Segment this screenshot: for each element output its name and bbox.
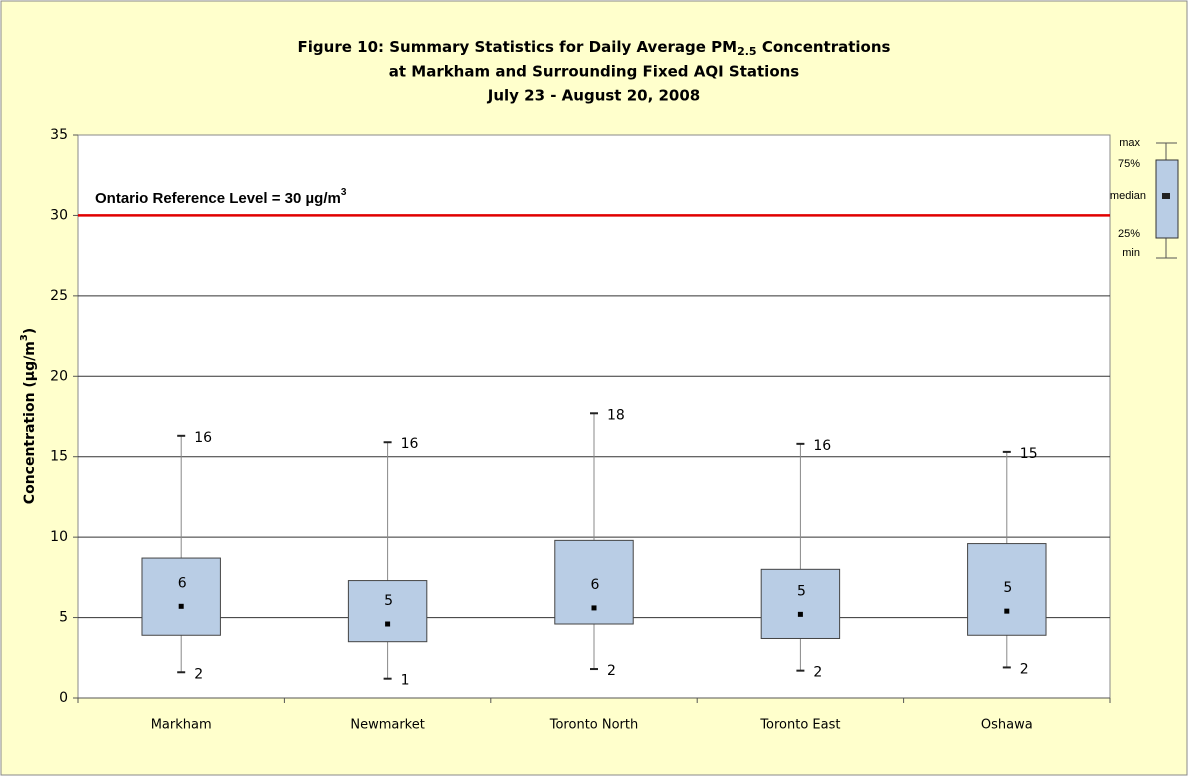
- key-median: [1162, 193, 1170, 199]
- median-marker: [1004, 608, 1010, 614]
- y-tick-label: 15: [50, 449, 68, 465]
- min-label: 2: [194, 666, 203, 682]
- median-label: 5: [797, 583, 806, 599]
- key-label: max: [1119, 137, 1140, 149]
- key-label: median: [1110, 190, 1146, 202]
- median-label: 5: [1003, 580, 1012, 596]
- max-label: 15: [1020, 446, 1038, 462]
- median-label: 5: [384, 593, 393, 609]
- min-label: 2: [813, 665, 822, 681]
- x-tick-label: Toronto East: [759, 718, 840, 733]
- reference-label: Ontario Reference Level = 30 µg/m3: [95, 187, 347, 207]
- max-label: 16: [194, 430, 212, 446]
- min-label: 2: [1020, 661, 1029, 677]
- box: [347, 580, 428, 643]
- x-tick-label: Newmarket: [350, 718, 425, 733]
- median-marker: [178, 603, 184, 609]
- box: [141, 557, 221, 636]
- median-label: 6: [591, 577, 600, 593]
- y-tick-label: 30: [50, 207, 68, 223]
- y-tick-label: 25: [50, 288, 68, 304]
- median-marker: [591, 605, 597, 611]
- x-tick-label: Toronto North: [549, 718, 638, 733]
- box: [760, 568, 841, 639]
- key-label: 75%: [1118, 158, 1140, 170]
- y-axis-label: Concentration (µg/m3): [19, 328, 38, 504]
- key-label: 25%: [1118, 228, 1140, 240]
- x-tick-label: Oshawa: [981, 718, 1033, 733]
- y-tick-label: 10: [50, 529, 68, 545]
- box: [967, 543, 1047, 636]
- max-label: 16: [813, 438, 831, 454]
- max-label: 18: [607, 407, 625, 423]
- chart-subtitle: at Markham and Surrounding Fixed AQI Sta…: [389, 63, 800, 81]
- median-label: 6: [178, 575, 187, 591]
- y-tick-label: 0: [59, 690, 68, 706]
- max-label: 16: [401, 436, 419, 452]
- chart-title: Figure 10: Summary Statistics for Daily …: [298, 38, 891, 59]
- key-label: min: [1122, 247, 1140, 259]
- y-tick-label: 20: [50, 368, 68, 384]
- chart-subtitle: July 23 - August 20, 2008: [487, 87, 701, 105]
- median-marker: [797, 611, 803, 617]
- legend-key: max 75% median 25% min: [1110, 137, 1179, 259]
- min-label: 2: [607, 663, 616, 679]
- median-marker: [385, 621, 391, 627]
- x-tick-label: Markham: [151, 718, 212, 733]
- min-label: 1: [401, 673, 410, 689]
- y-tick-label: 35: [50, 127, 68, 143]
- y-tick-label: 5: [59, 610, 68, 626]
